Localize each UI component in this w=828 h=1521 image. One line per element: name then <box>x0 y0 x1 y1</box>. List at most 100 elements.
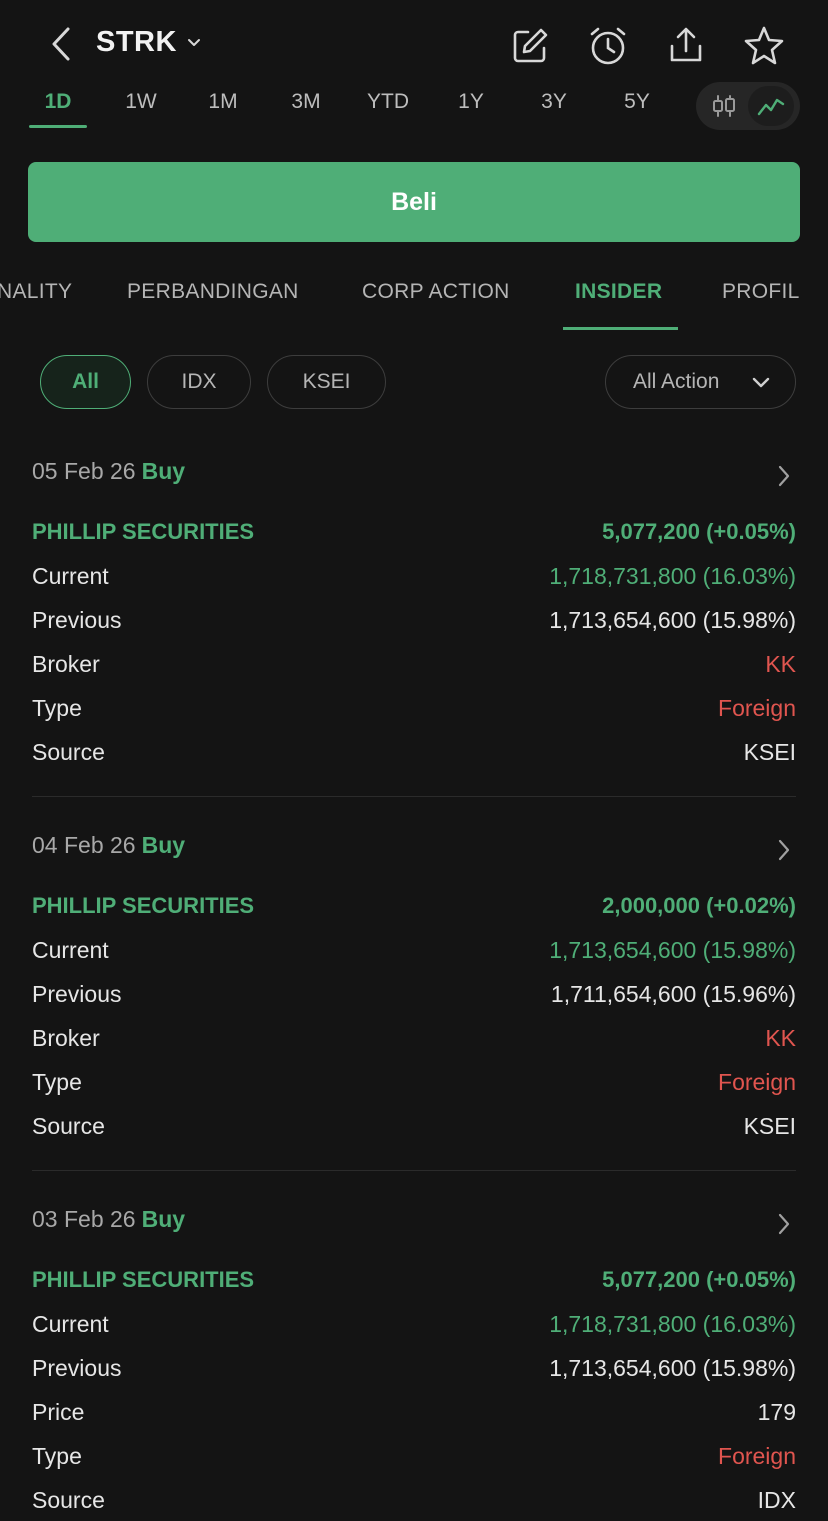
share-icon <box>670 27 702 62</box>
insider-entry[interactable]: 03 Feb 26 Buy PHILLIP SECURITIES 5,077,20… <box>32 1206 796 1521</box>
detail-row: Source KSEI <box>32 730 796 774</box>
detail-value: KK <box>765 1024 796 1051</box>
top-bar: STRK <box>0 0 828 88</box>
entry-header: 04 Feb 26 Buy <box>32 832 796 872</box>
detail-label: Price <box>32 1398 85 1425</box>
insider-entry[interactable]: 05 Feb 26 Buy PHILLIP SECURITIES 5,077,20… <box>32 458 796 774</box>
detail-value: KK <box>765 650 796 677</box>
candlestick-chart-toggle[interactable] <box>701 86 747 126</box>
detail-row: Type Foreign <box>32 1060 796 1104</box>
detail-row: Source IDX <box>32 1478 796 1521</box>
holding-change: 2,000,000 (+0.02%) <box>602 893 796 918</box>
entry-action: Buy <box>141 1206 186 1232</box>
insider-name: PHILLIP SECURITIES <box>32 893 255 918</box>
line-chart-toggle[interactable] <box>748 86 794 126</box>
detail-row: Previous 1,713,654,600 (15.98%) <box>32 598 796 642</box>
detail-row: Previous 1,713,654,600 (15.98%) <box>32 1346 796 1390</box>
detail-label: Broker <box>32 650 100 677</box>
edit-button[interactable] <box>508 24 552 68</box>
detail-label: Previous <box>32 606 122 633</box>
action-filter-label: All Action <box>633 370 720 393</box>
filter-chip-ksei[interactable]: KSEI <box>267 355 386 409</box>
timeframe-1y[interactable]: 1Y <box>458 90 484 113</box>
detail-label: Source <box>32 1112 105 1139</box>
chevron-right-icon <box>778 465 790 487</box>
line-chart-icon <box>757 98 785 116</box>
detail-label: Type <box>32 694 82 721</box>
detail-value: 1,718,731,800 (16.03%) <box>549 562 796 589</box>
detail-row: Current 1,713,654,600 (15.98%) <box>32 928 796 972</box>
tab-fundamentality[interactable]: NALITY <box>0 280 73 303</box>
timeframe-1m[interactable]: 1M <box>208 90 238 113</box>
alarm-button[interactable] <box>586 24 630 68</box>
entry-date: 04 Feb 26 <box>32 832 136 858</box>
chevron-right-icon <box>778 1213 790 1235</box>
detail-value: KSEI <box>743 1112 796 1139</box>
filter-chip-idx[interactable]: IDX <box>147 355 251 409</box>
detail-label: Source <box>32 738 105 765</box>
detail-row: Current 1,718,731,800 (16.03%) <box>32 1302 796 1346</box>
detail-row: Current 1,718,731,800 (16.03%) <box>32 554 796 598</box>
share-button[interactable] <box>664 24 708 68</box>
detail-label: Previous <box>32 1354 122 1381</box>
filter-chip-all[interactable]: All <box>40 355 131 409</box>
watchlist-button[interactable] <box>742 24 786 68</box>
detail-value: 1,718,731,800 (16.03%) <box>549 1310 796 1337</box>
detail-label: Current <box>32 1310 109 1337</box>
detail-value: 1,713,654,600 (15.98%) <box>549 1354 796 1381</box>
ticker-selector[interactable]: STRK <box>96 26 203 59</box>
edit-icon <box>513 28 548 63</box>
timeframe-5y[interactable]: 5Y <box>624 90 650 113</box>
tab-corp-action[interactable]: CORP ACTION <box>362 280 510 303</box>
timeframe-3y[interactable]: 3Y <box>541 90 567 113</box>
tab-perbandingan[interactable]: PERBANDINGAN <box>127 280 299 303</box>
entry-name-row: PHILLIP SECURITIES 2,000,000 (+0.02%) <box>32 884 796 928</box>
detail-value: Foreign <box>718 1442 796 1469</box>
detail-row: Previous 1,711,654,600 (15.96%) <box>32 972 796 1016</box>
back-button[interactable] <box>44 24 80 64</box>
chart-type-toggle <box>696 82 800 130</box>
entry-header: 03 Feb 26 Buy <box>32 1206 796 1246</box>
detail-value: 1,711,654,600 (15.96%) <box>550 980 796 1007</box>
timeframe-ytd[interactable]: YTD <box>367 90 409 113</box>
timeframe-3m[interactable]: 3M <box>291 90 321 113</box>
entry-action: Buy <box>141 832 186 858</box>
detail-label: Broker <box>32 1024 100 1051</box>
detail-value: 179 <box>757 1398 796 1425</box>
detail-value: KSEI <box>743 738 796 765</box>
entry-name-row: PHILLIP SECURITIES 5,077,200 (+0.05%) <box>32 1258 796 1302</box>
section-tabs: NALITY PERBANDINGAN CORP ACTION INSIDER … <box>0 262 828 334</box>
holding-change: 5,077,200 (+0.05%) <box>602 1267 796 1292</box>
detail-label: Type <box>32 1068 82 1095</box>
buy-button[interactable]: Beli <box>28 162 800 242</box>
alarm-icon <box>590 27 626 65</box>
detail-row: Broker KK <box>32 642 796 686</box>
tab-insider[interactable]: INSIDER <box>575 280 663 303</box>
entry-divider <box>32 1170 796 1171</box>
timeframe-1d[interactable]: 1D <box>44 90 72 113</box>
timeframe-tabs: 1D 1W 1M 3M YTD 1Y 3Y 5Y <box>0 84 828 134</box>
holding-change: 5,077,200 (+0.05%) <box>602 519 796 544</box>
ticker-symbol: STRK <box>96 26 177 58</box>
insider-entry[interactable]: 04 Feb 26 Buy PHILLIP SECURITIES 2,000,00… <box>32 832 796 1148</box>
entry-action: Buy <box>141 458 186 484</box>
detail-label: Previous <box>32 980 122 1007</box>
chevron-down-icon <box>752 377 770 388</box>
entry-name-row: PHILLIP SECURITIES 5,077,200 (+0.05%) <box>32 510 796 554</box>
detail-value: Foreign <box>718 1068 796 1095</box>
tab-profil[interactable]: PROFIL <box>722 280 800 303</box>
detail-row: Type Foreign <box>32 1434 796 1478</box>
chevron-right-icon <box>778 839 790 861</box>
timeframe-1w[interactable]: 1W <box>125 90 157 113</box>
entry-header: 05 Feb 26 Buy <box>32 458 796 498</box>
action-filter-dropdown[interactable]: All Action <box>605 355 796 409</box>
detail-value: Foreign <box>718 694 796 721</box>
detail-value: 1,713,654,600 (15.98%) <box>549 606 796 633</box>
detail-label: Current <box>32 936 109 963</box>
detail-row: Type Foreign <box>32 686 796 730</box>
detail-value: IDX <box>757 1486 796 1513</box>
detail-value: 1,713,654,600 (15.98%) <box>549 936 796 963</box>
detail-label: Current <box>32 562 109 589</box>
active-timeframe-indicator <box>29 125 87 128</box>
